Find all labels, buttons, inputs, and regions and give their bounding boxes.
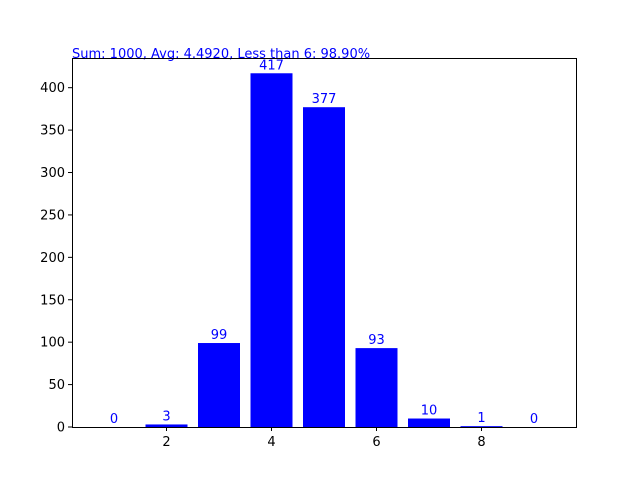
bar-value-label: 3 bbox=[162, 409, 170, 424]
bar-value-label: 99 bbox=[211, 328, 228, 343]
bar bbox=[303, 107, 345, 427]
x-tick-label: 6 bbox=[372, 435, 380, 450]
bar-value-label: 1 bbox=[477, 411, 485, 426]
bar-value-label: 377 bbox=[312, 92, 337, 107]
bar bbox=[460, 426, 503, 427]
bar bbox=[145, 424, 188, 427]
bar-value-label: 10 bbox=[421, 404, 438, 419]
y-tick-label: 0 bbox=[57, 421, 65, 436]
bars-group bbox=[145, 73, 503, 427]
y-tick-label: 50 bbox=[48, 378, 65, 393]
y-tick-label: 200 bbox=[40, 251, 65, 266]
bar bbox=[355, 348, 398, 427]
y-tick-label: 300 bbox=[40, 166, 65, 181]
x-tick-label: 8 bbox=[477, 435, 485, 450]
y-tick-label: 350 bbox=[40, 124, 65, 139]
bar-value-label: 93 bbox=[368, 333, 385, 348]
y-tick-label: 250 bbox=[40, 208, 65, 223]
x-axis: 2 4 6 8 bbox=[162, 427, 486, 450]
bar-value-label: 0 bbox=[110, 412, 118, 427]
x-tick-label: 2 bbox=[162, 435, 170, 450]
y-tick-label: 150 bbox=[40, 293, 65, 308]
y-tick-label: 100 bbox=[40, 336, 65, 351]
x-tick-label: 4 bbox=[267, 435, 275, 450]
bar-value-label: 417 bbox=[259, 58, 284, 73]
bar-value-label: 0 bbox=[530, 412, 538, 427]
bar bbox=[198, 343, 240, 427]
y-tick-label: 400 bbox=[40, 81, 65, 96]
plot-frame bbox=[72, 58, 577, 428]
bar bbox=[250, 73, 293, 427]
y-axis: 0 50 100 150 200 250 300 350 400 bbox=[40, 81, 72, 436]
chart-annotation: Sum: 1000, Avg: 4.4920, Less than 6: 98.… bbox=[72, 47, 370, 62]
bar bbox=[408, 418, 450, 427]
